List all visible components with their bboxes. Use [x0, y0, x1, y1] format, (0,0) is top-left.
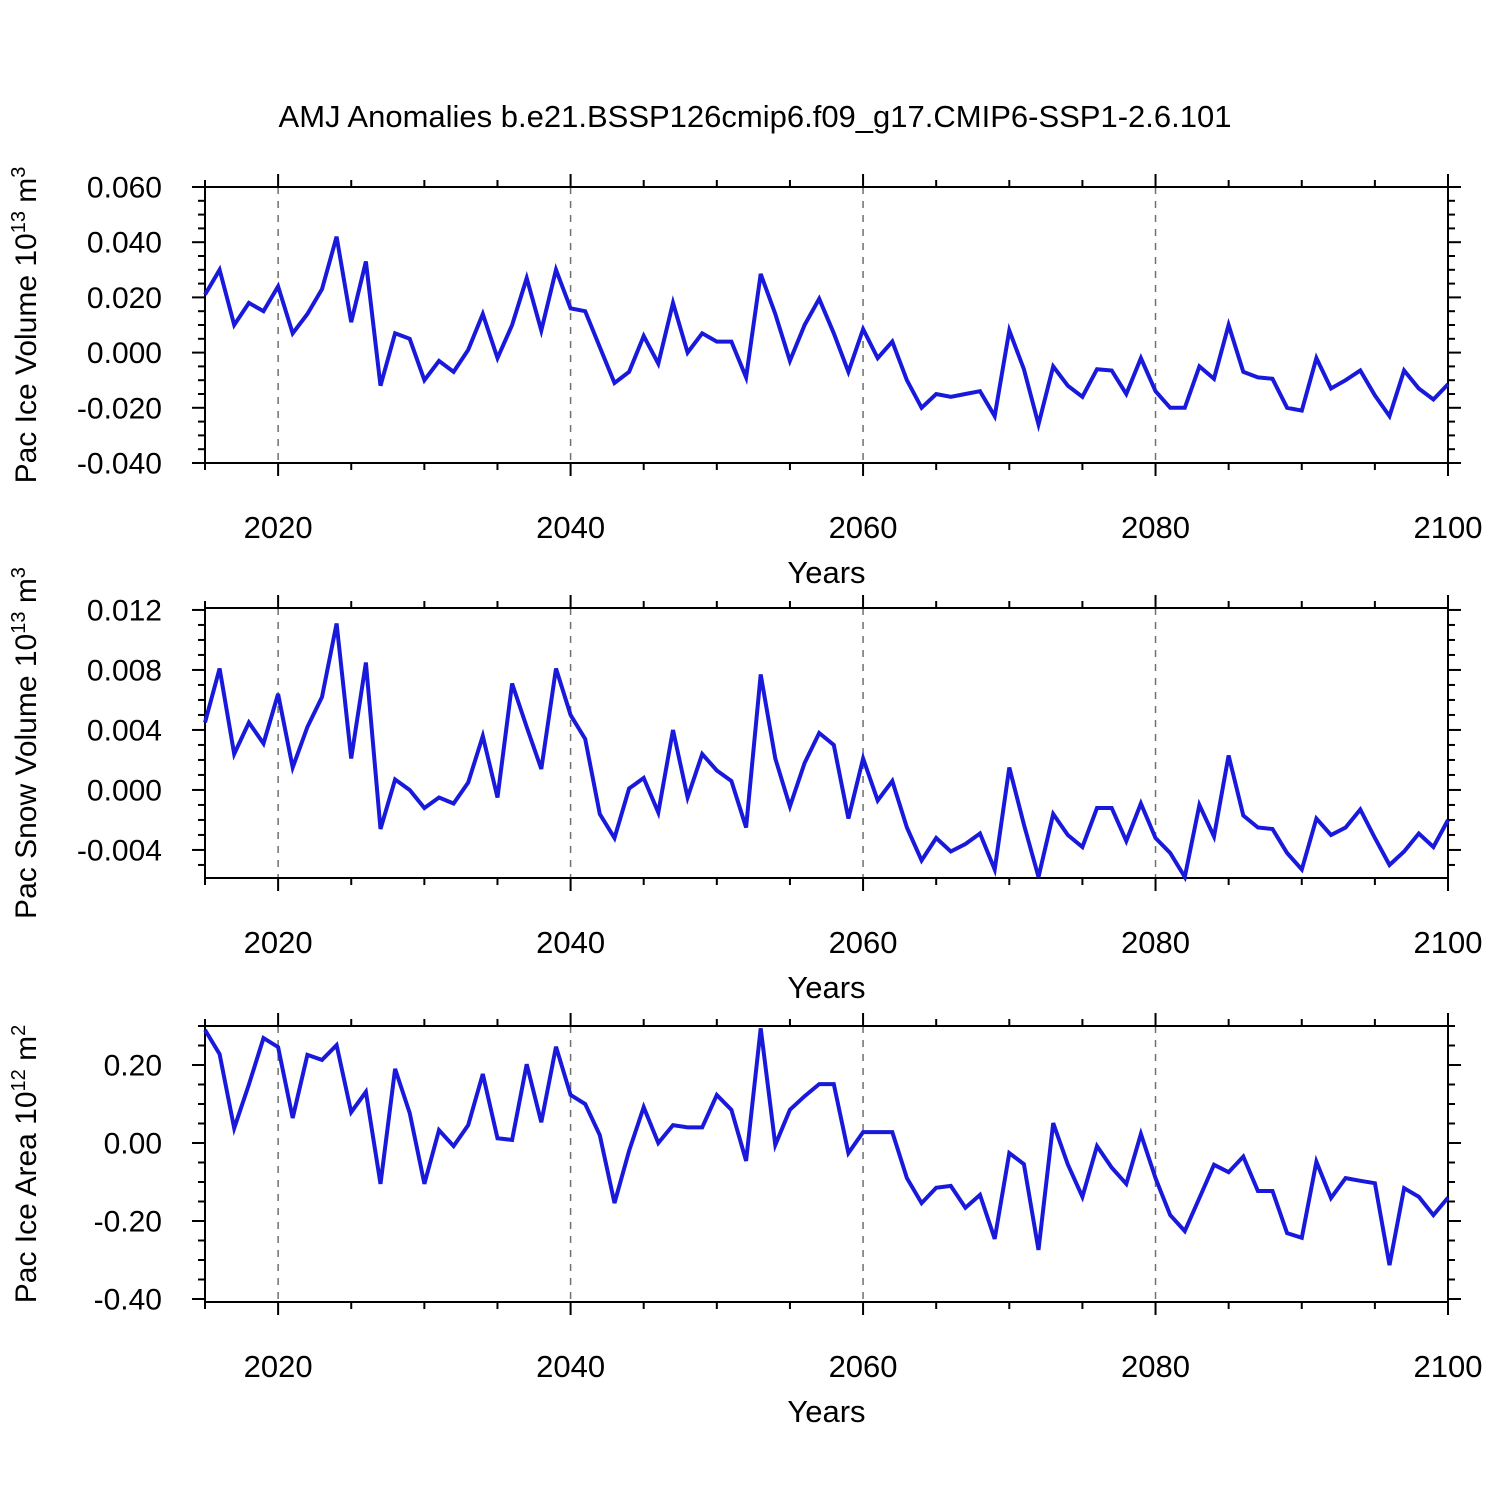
x-tick-label: 2100	[1414, 925, 1483, 960]
y-tick-label: 0.00	[104, 1127, 162, 1160]
y-tick-label: 0.040	[87, 227, 162, 260]
x-tick-label: 2020	[244, 1349, 313, 1384]
y-tick-label: 0.008	[87, 654, 162, 687]
x-axis-label: Years	[787, 1394, 865, 1429]
y-tick-label: 0.000	[87, 774, 162, 807]
x-tick-label: 2060	[829, 510, 898, 545]
x-axis-label: Years	[787, 970, 865, 1005]
x-tick-label: 2080	[1121, 510, 1190, 545]
x-tick-label: 2100	[1414, 1349, 1483, 1384]
panel-pac-ice-area: 2020 2040 2060 2080 2100 0.20 0.00 -0.20 -0.40 Ye…	[8, 1013, 1482, 1429]
y-axis-label: Pac Snow Volume 1013 m3	[8, 567, 43, 919]
series-line-pac-ice-area	[203, 1028, 1450, 1266]
y-axis-label: Pac Ice Area 1012 m2	[8, 1025, 43, 1304]
y-tick-label: -0.20	[94, 1205, 162, 1238]
y-tick-label: -0.004	[77, 834, 162, 867]
plot-frame	[204, 607, 1449, 879]
y-tick-label: -0.40	[94, 1283, 162, 1316]
plot-frame	[204, 1025, 1449, 1303]
chart-title: AMJ Anomalies b.e21.BSSP126cmip6.f09_g17…	[278, 99, 1232, 134]
x-tick-label: 2040	[536, 510, 605, 545]
x-tick-label: 2020	[244, 510, 313, 545]
x-tick-label: 2040	[536, 925, 605, 960]
x-tick-label: 2080	[1121, 925, 1190, 960]
x-tick-label: 2080	[1121, 1349, 1190, 1384]
y-tick-label: 0.004	[87, 714, 162, 747]
x-tick-label: 2020	[244, 925, 313, 960]
y-tick-label: 0.000	[87, 337, 162, 370]
y-tick-label: -0.020	[77, 392, 162, 425]
series-line-pac-snow-volume	[203, 623, 1450, 883]
x-axis-label: Years	[787, 555, 865, 590]
x-tick-label: 2100	[1414, 510, 1483, 545]
y-tick-label: 0.060	[87, 172, 162, 205]
y-tick-label: 0.012	[87, 594, 162, 627]
x-tick-label: 2060	[829, 925, 898, 960]
y-tick-label: 0.20	[104, 1049, 162, 1082]
x-tick-label: 2040	[536, 1349, 605, 1384]
panel-pac-ice-volume: 2020 2040 2060 2080 2100 0.060 0.040 0.020 0.000…	[8, 167, 1482, 590]
x-tick-label: 2060	[829, 1349, 898, 1384]
y-tick-label: 0.020	[87, 282, 162, 315]
panel-pac-snow-volume: 2020 2040 2060 2080 2100 0.012 0.008 0.004 0.000…	[8, 567, 1482, 1005]
plot-frame	[204, 186, 1449, 464]
y-axis-label: Pac Ice Volume 1013 m3	[8, 167, 43, 484]
y-tick-label: -0.040	[77, 448, 162, 481]
series-line-pac-ice-volume	[203, 236, 1450, 433]
